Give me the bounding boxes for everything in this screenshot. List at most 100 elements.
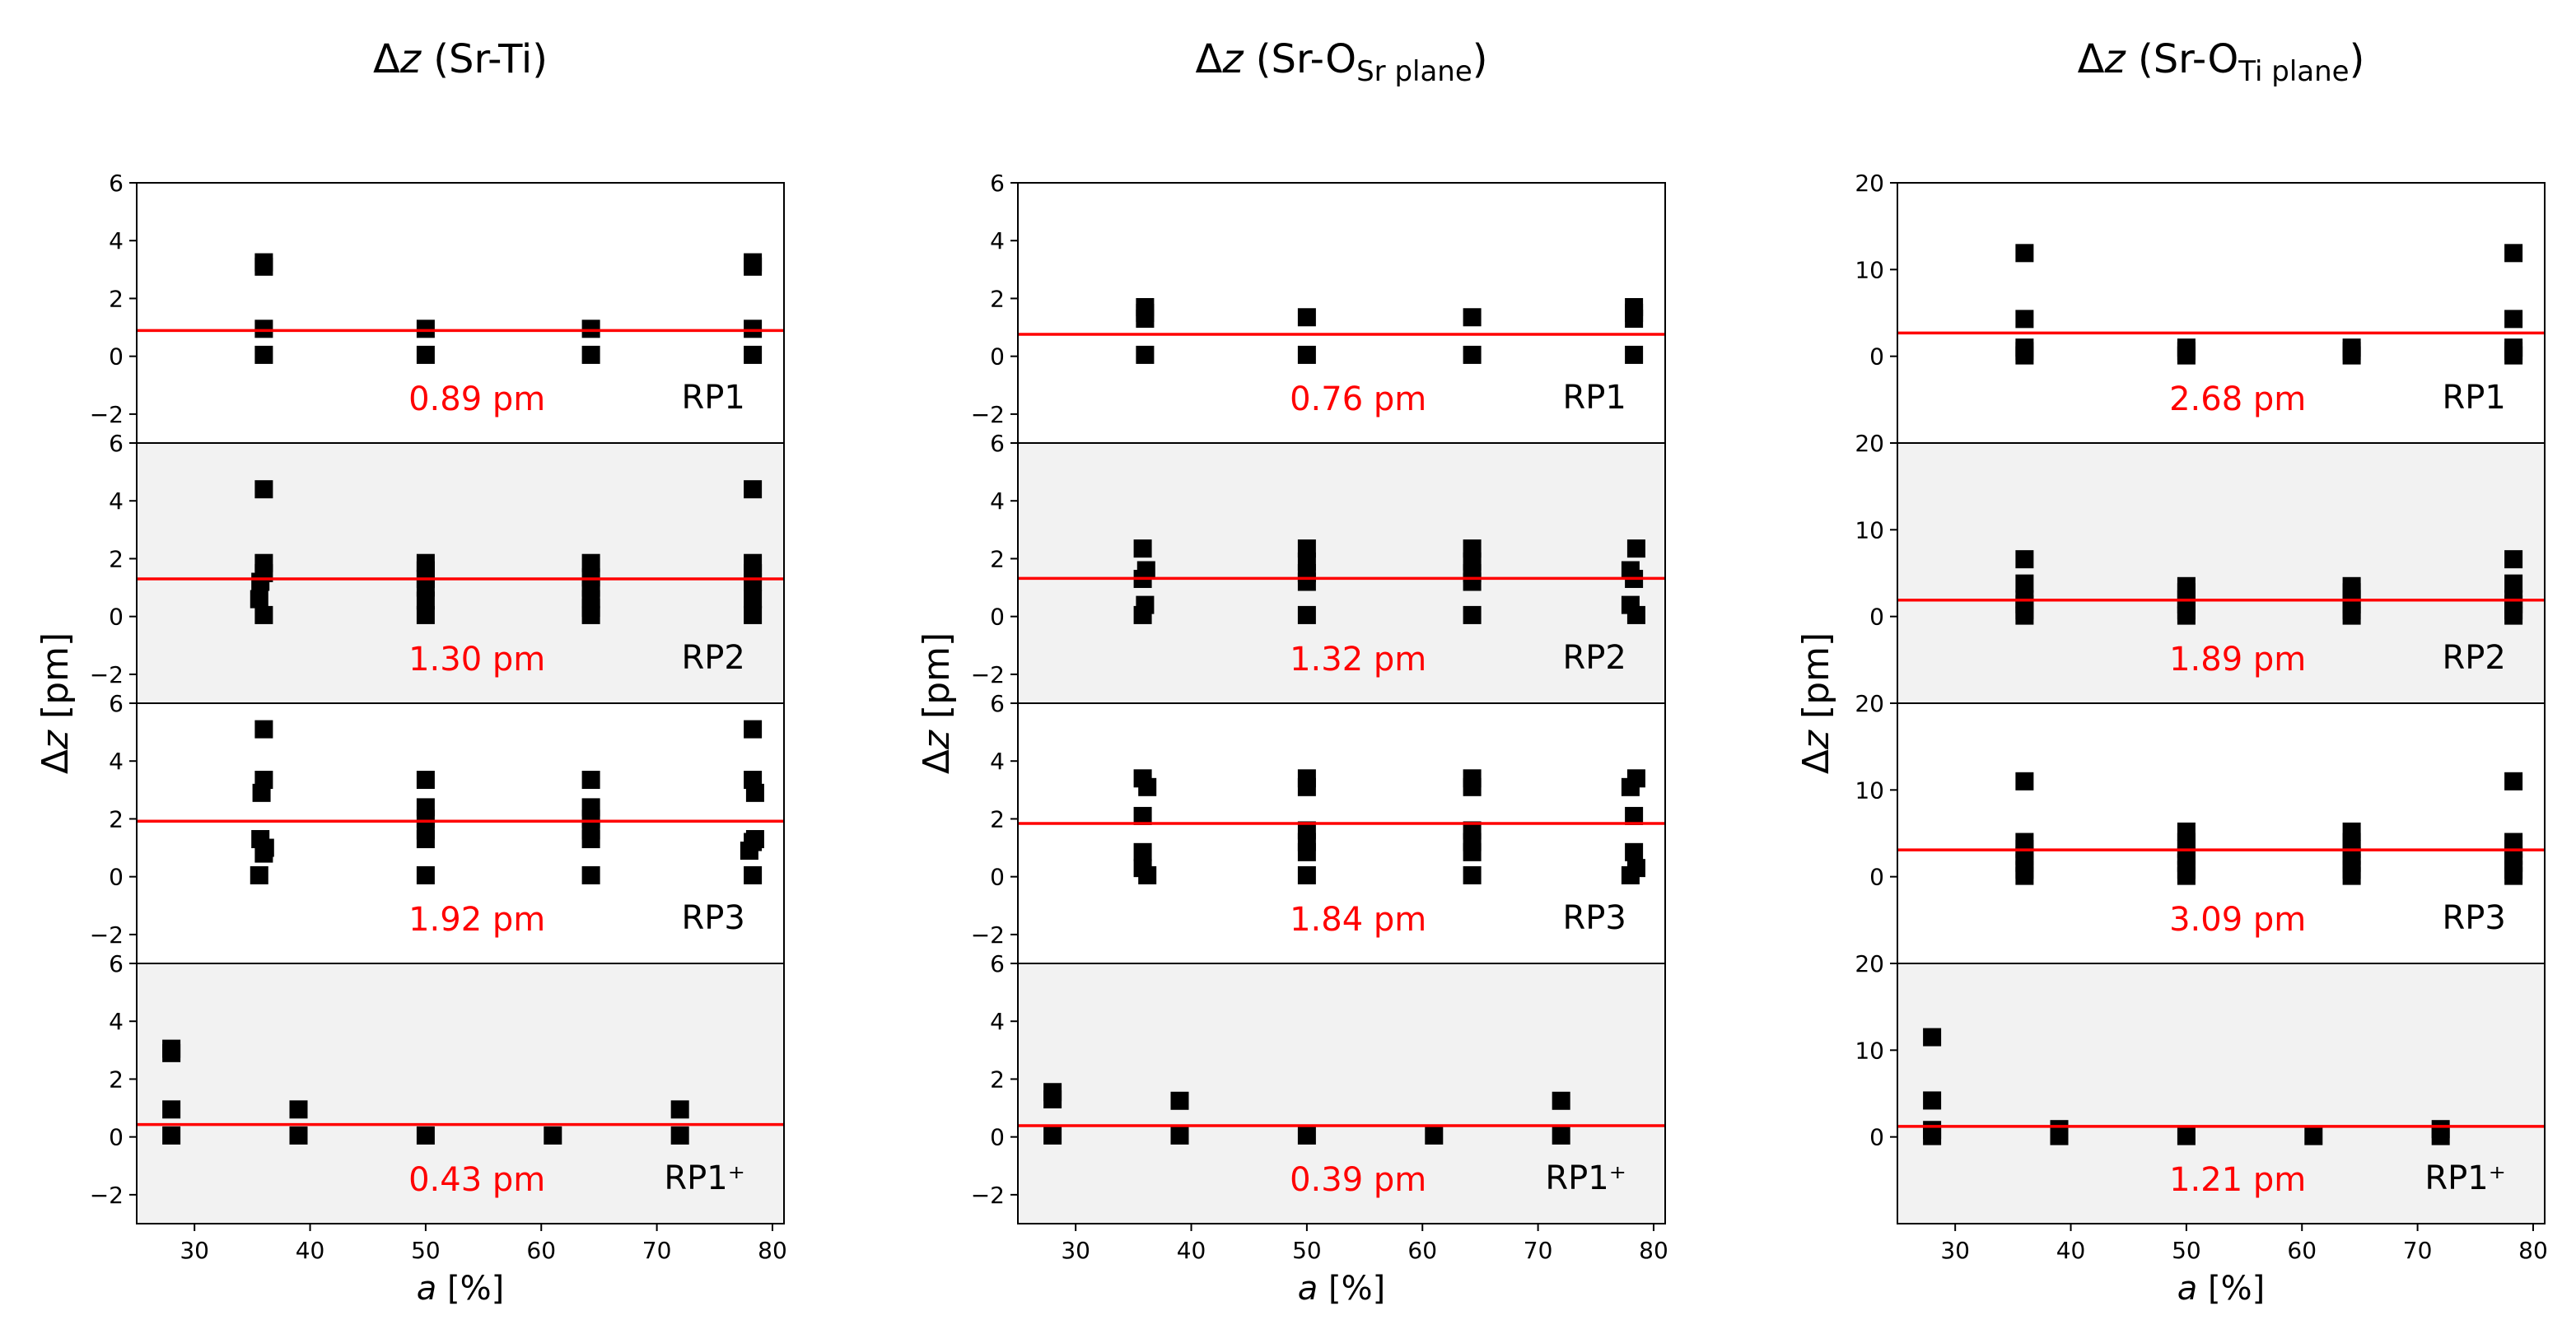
- data-point: [581, 568, 600, 587]
- data-point: [1138, 777, 1157, 796]
- data-point: [254, 553, 273, 572]
- data-point: [2342, 576, 2361, 595]
- data-point: [416, 553, 435, 572]
- y-axis-label: Δz [pm]: [1795, 632, 1837, 774]
- mean-value-label: 1.89 pm: [2169, 641, 2306, 679]
- data-point: [2177, 338, 2196, 357]
- y-tick-label: 6: [990, 950, 1005, 977]
- mean-value-label: 1.30 pm: [408, 641, 545, 679]
- data-point: [289, 1126, 308, 1145]
- data-point: [1626, 769, 1645, 788]
- mean-value-label: 0.39 pm: [1290, 1161, 1426, 1199]
- data-point: [744, 605, 763, 624]
- data-point: [1133, 539, 1152, 558]
- chart-title: Δz (Sr-OTi plane): [2078, 36, 2365, 88]
- y-tick-label: 2: [109, 285, 124, 312]
- y-tick-label: 20: [1855, 690, 1884, 717]
- panel-3-2: 0 10 20 1.89 pm RP2: [1855, 430, 2546, 704]
- data-point: [670, 1100, 689, 1119]
- data-point: [744, 480, 763, 499]
- data-point: [250, 865, 268, 884]
- data-point: [744, 345, 763, 364]
- data-point: [2015, 338, 2034, 357]
- panel-1-3: −2 0 2 4 6 1.92 pm RP3: [90, 690, 785, 964]
- data-point: [1552, 1126, 1570, 1145]
- y-tick-label: 10: [1855, 256, 1884, 283]
- y-tick-label: 2: [990, 805, 1005, 833]
- y-tick-label: 6: [109, 950, 124, 977]
- y-tick-label: 10: [1855, 1037, 1884, 1064]
- data-point: [162, 1126, 181, 1145]
- data-point: [1297, 605, 1316, 624]
- data-point: [744, 590, 763, 609]
- chart-column-2: Δz (Sr-OSr plane) −2 0 2 4 6 0.76 pm RP1 −2 0 2 4 6 1…: [916, 36, 1668, 1308]
- data-point: [1463, 605, 1482, 624]
- panel-background: [1018, 183, 1665, 443]
- data-point: [416, 771, 435, 790]
- panel-background: [1897, 963, 2545, 1224]
- y-tick-label: −2: [971, 661, 1005, 688]
- x-tick-label: 30: [1061, 1237, 1090, 1264]
- x-tick-label: 50: [1292, 1237, 1322, 1264]
- y-tick-label: 0: [1869, 343, 1884, 371]
- data-point: [1297, 865, 1316, 884]
- x-tick-label: 80: [2518, 1237, 2548, 1264]
- data-point: [581, 553, 600, 572]
- data-point: [416, 865, 435, 884]
- y-tick-label: 2: [109, 1066, 124, 1093]
- y-tick-label: −2: [90, 921, 124, 949]
- data-point: [1463, 539, 1482, 558]
- panel-2-2: −2 0 2 4 6 1.32 pm RP2: [971, 430, 1666, 704]
- data-point: [1425, 1126, 1444, 1145]
- y-tick-label: 6: [990, 430, 1005, 457]
- x-axis-label: a [%]: [417, 1270, 504, 1308]
- y-tick-label: 6: [990, 690, 1005, 717]
- data-point: [1621, 595, 1640, 614]
- data-point: [744, 720, 763, 739]
- data-point: [1133, 842, 1152, 861]
- panel-background: [1018, 703, 1665, 963]
- data-point: [1297, 308, 1316, 327]
- panel-name-label: RP2: [1562, 639, 1626, 677]
- x-tick-label: 70: [2403, 1237, 2433, 1264]
- y-tick-label: 6: [109, 690, 124, 717]
- panel-frame: [136, 963, 785, 1224]
- data-point: [416, 605, 435, 624]
- data-point: [2015, 310, 2034, 329]
- x-tick-label: 50: [2172, 1237, 2201, 1264]
- chart-title: Δz (Sr-Ti): [373, 36, 548, 82]
- y-tick-label: −2: [90, 1182, 124, 1209]
- y-tick-label: 2: [109, 805, 124, 833]
- y-axis-label: Δz [pm]: [916, 632, 958, 774]
- data-point: [2342, 338, 2361, 357]
- x-tick-label: 30: [180, 1237, 209, 1264]
- data-point: [2015, 574, 2034, 593]
- y-tick-label: 2: [990, 545, 1005, 572]
- data-point: [2504, 574, 2523, 593]
- panel-name-label: RP1: [1562, 379, 1626, 417]
- y-tick-label: −2: [90, 661, 124, 688]
- data-point: [1463, 865, 1482, 884]
- data-point: [1133, 806, 1152, 825]
- data-point: [744, 320, 763, 338]
- data-point: [289, 1100, 308, 1119]
- data-point: [581, 865, 600, 884]
- y-tick-label: 0: [990, 343, 1005, 371]
- data-point: [1923, 1091, 1942, 1110]
- data-point: [254, 253, 273, 272]
- data-point: [2504, 310, 2523, 329]
- y-tick-label: 4: [990, 1008, 1005, 1035]
- data-point: [1923, 1028, 1942, 1047]
- x-axis-label: a [%]: [2177, 1270, 2265, 1308]
- y-tick-label: 0: [990, 604, 1005, 631]
- data-point: [254, 720, 273, 739]
- panel-1-1: −2 0 2 4 6 0.89 pm RP1: [90, 170, 785, 444]
- data-point: [2342, 822, 2361, 841]
- data-point: [1621, 561, 1640, 580]
- panel-name-label: RP2: [2442, 639, 2505, 677]
- data-point: [1297, 821, 1316, 840]
- y-tick-label: 0: [990, 864, 1005, 891]
- panel-background: [137, 183, 784, 443]
- data-point: [2504, 338, 2523, 357]
- panel-name-label: RP1: [681, 379, 744, 417]
